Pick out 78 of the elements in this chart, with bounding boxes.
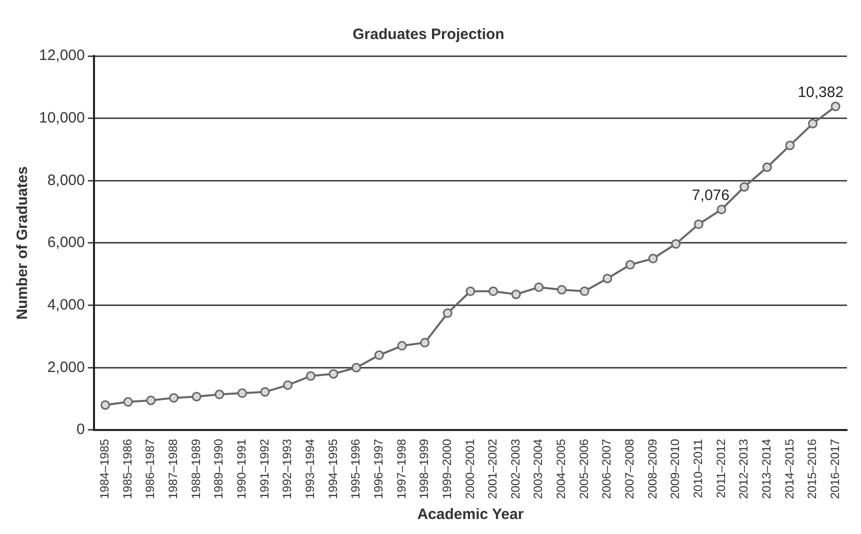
x-tick-label: 2000–2001 <box>462 438 477 500</box>
y-tick-label: 4,000 <box>47 296 85 314</box>
y-tick-label: 10,000 <box>38 109 85 126</box>
point <box>830 102 840 112</box>
x-tick-label: 1991–1992 <box>257 438 272 500</box>
x-tick-label: 2010–2011 <box>690 438 705 498</box>
point <box>374 350 384 360</box>
x-tick-label: 1997–1998 <box>394 438 408 500</box>
x-tick-label: 1993–1994 <box>303 438 317 500</box>
x-tick-label: 1999–2000 <box>440 438 454 500</box>
y-tick-label: 8,000 <box>47 172 85 189</box>
x-tick-label: 2014–2015 <box>782 438 796 500</box>
point <box>283 380 293 390</box>
point <box>556 284 566 294</box>
point <box>602 274 612 284</box>
point <box>169 393 179 403</box>
x-tick-label: 1995–1996 <box>348 438 363 500</box>
point <box>534 282 544 292</box>
point <box>671 239 681 249</box>
point <box>123 397 133 407</box>
x-tick-label: 1996–1997 <box>371 438 386 500</box>
x-tick-label: 2003–2004 <box>531 438 546 500</box>
x-tick-label: 2015–2016 <box>805 438 820 500</box>
point <box>192 392 202 402</box>
point <box>397 341 407 351</box>
x-tick-label: 2016–2017 <box>828 438 842 500</box>
point <box>648 254 658 264</box>
y-axis-title: Number of Graduates <box>14 166 32 320</box>
point <box>442 308 452 318</box>
point <box>511 290 521 300</box>
x-tick-label: 1998–1999 <box>417 438 432 500</box>
point <box>694 220 704 230</box>
x-tick-label: 2006–2007 <box>600 438 614 500</box>
y-tick-label: 2,000 <box>47 358 85 376</box>
point <box>625 260 635 270</box>
x-tick-label: 1994–1995 <box>326 438 340 500</box>
x-axis-title: Academic Year <box>417 506 524 524</box>
x-tick-label: 2002–2003 <box>508 438 522 500</box>
point <box>352 362 362 372</box>
point <box>488 286 498 296</box>
x-tick-label: 1984–1985 <box>98 438 112 500</box>
point <box>785 140 795 150</box>
x-tick-label: 1992–1993 <box>280 438 294 500</box>
x-tick-label: 1987–1988 <box>166 438 180 500</box>
point <box>580 286 590 296</box>
x-tick-label: 2013–2014 <box>759 438 774 500</box>
y-tick-label: 12,000 <box>38 47 85 64</box>
point <box>808 118 818 128</box>
y-tick-label: 6,000 <box>47 234 85 252</box>
x-tick-label: 2009–2010 <box>668 438 682 500</box>
point <box>146 396 156 406</box>
point <box>237 388 247 398</box>
point <box>762 162 772 172</box>
point <box>466 286 476 296</box>
point <box>328 369 338 379</box>
point <box>260 387 270 397</box>
y-tick-label: 0 <box>76 421 85 438</box>
point <box>306 371 316 381</box>
point <box>740 182 750 192</box>
x-tick-label: 1990–1991 <box>234 438 249 500</box>
x-tick-label: 1989–1990 <box>212 438 226 500</box>
x-tick-label: 2001–2002 <box>486 438 500 500</box>
x-tick-label: 2012–2013 <box>736 438 751 500</box>
data-label: 10,382 <box>798 84 844 102</box>
x-tick-label: 2005–2006 <box>576 438 591 500</box>
x-tick-label: 1985–1986 <box>120 438 134 500</box>
point <box>420 338 430 348</box>
point <box>214 390 224 400</box>
x-tick-label: 1986–1987 <box>143 438 158 500</box>
point <box>100 400 110 410</box>
x-tick-label: 2004–2005 <box>554 438 568 500</box>
point <box>716 204 726 214</box>
chart-title: Graduates Projection <box>352 26 504 44</box>
data-label: 7,076 <box>692 187 730 204</box>
x-tick-label: 1988–1989 <box>188 438 203 500</box>
x-tick-label: 2007–2008 <box>622 438 637 500</box>
x-tick-label: 2011–2012 <box>714 438 728 498</box>
x-tick-label: 2008–2009 <box>645 438 660 500</box>
